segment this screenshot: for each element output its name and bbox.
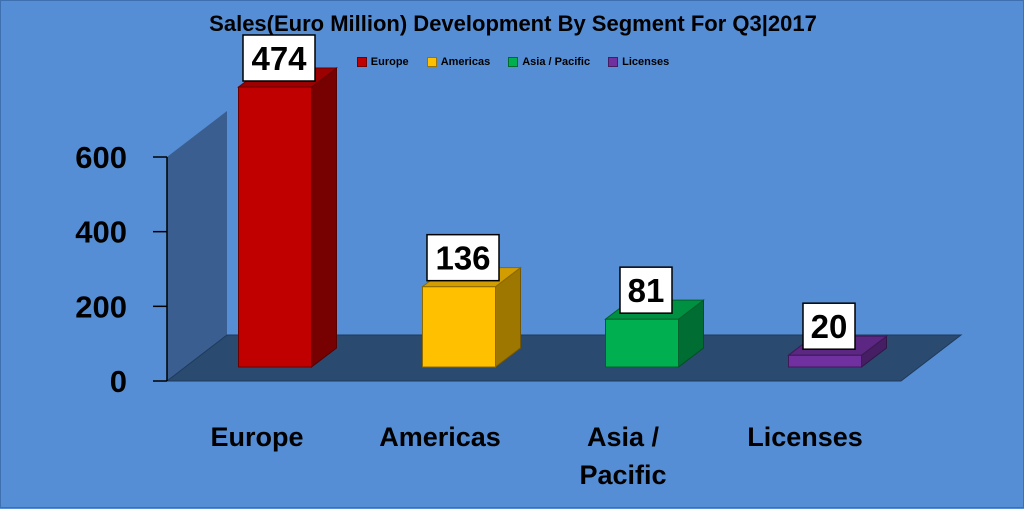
- x-tick-label: Asia /: [587, 422, 660, 452]
- bar: [788, 354, 862, 368]
- y-tick-label: 0: [110, 364, 127, 399]
- legend-label: Europe: [370, 56, 409, 68]
- data-label-box: [426, 233, 500, 282]
- legend-swatch: [508, 57, 519, 67]
- data-label: 474: [251, 40, 307, 77]
- bar: [422, 286, 496, 368]
- data-label: 20: [811, 308, 848, 345]
- x-tick-label: Licenses: [747, 422, 863, 452]
- legend-swatch: [608, 57, 619, 67]
- y-tick-label: 200: [75, 289, 127, 324]
- legend-label: Licenses: [622, 56, 670, 68]
- y-tick-label: 400: [75, 215, 127, 250]
- y-tick-label: 600: [75, 140, 127, 175]
- data-label-box: [619, 266, 673, 314]
- bar-side: [311, 66, 337, 369]
- x-tick-label: Europe: [210, 422, 303, 452]
- data-label-box: [242, 34, 316, 82]
- chart-floor: [165, 334, 963, 382]
- data-label: 81: [628, 272, 665, 309]
- data-label-box: [802, 302, 856, 350]
- x-tick-label: Americas: [379, 422, 501, 452]
- legend-swatch: [356, 57, 367, 67]
- chart-legend: Europe Americas Asia / Pacific Licenses: [1, 56, 1024, 68]
- legend-swatch: [426, 57, 437, 67]
- chart-title: Sales(Euro Million) Development By Segme…: [209, 11, 817, 36]
- legend-label: Americas: [440, 56, 491, 68]
- x-tick-label: Pacific: [579, 460, 666, 490]
- bar: [605, 318, 679, 368]
- legend-item: Asia / Pacific: [508, 56, 590, 68]
- legend-item: Europe: [356, 56, 409, 68]
- bar: [238, 86, 312, 368]
- legend-item: Licenses: [608, 56, 669, 68]
- legend-label: Asia / Pacific: [522, 56, 591, 68]
- data-label: 136: [435, 240, 490, 277]
- legend-item: Americas: [426, 56, 491, 68]
- side-wall: [167, 111, 227, 381]
